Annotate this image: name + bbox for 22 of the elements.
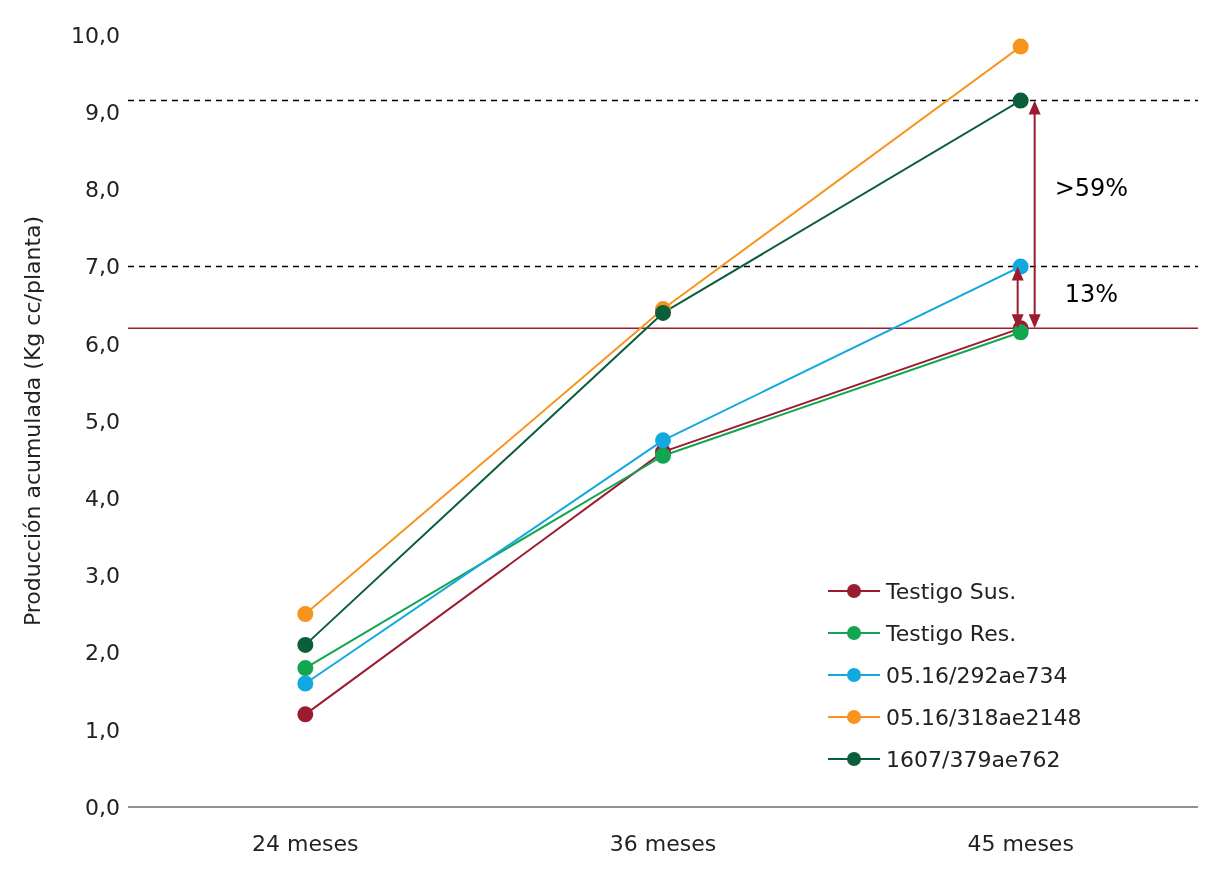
legend-label: 05.16/318ae2148 xyxy=(886,704,1082,730)
y-tick-label: 1,0 xyxy=(85,717,120,743)
y-tick-label: 2,0 xyxy=(85,640,120,666)
y-axis-title: Producción acumulada (Kg cc/planta) xyxy=(19,215,45,627)
annotation: >59% xyxy=(1054,174,1129,203)
y-tick-label: 3,0 xyxy=(85,563,120,589)
legend-label: 1607/379ae762 xyxy=(886,746,1061,772)
y-tick-label: 8,0 xyxy=(85,177,120,203)
y-tick-label: 10,0 xyxy=(71,22,120,48)
x-tick-label: 36 meses xyxy=(609,830,717,856)
annotation: 13% xyxy=(1064,280,1119,309)
x-tick-label: 24 meses xyxy=(252,830,359,856)
y-tick-label: 6,0 xyxy=(85,331,120,357)
y-tick-label: 5,0 xyxy=(85,408,120,434)
y-tick-label: 9,0 xyxy=(85,100,120,126)
legend-label: Testigo Sus. xyxy=(886,578,1017,604)
y-tick-label: 0,0 xyxy=(85,794,120,820)
legend-label: 05.16/292ae734 xyxy=(886,662,1068,688)
x-tick-label: 45 meses xyxy=(967,830,1074,856)
y-tick-label: 4,0 xyxy=(85,486,120,512)
y-tick-label: 7,0 xyxy=(85,254,120,280)
legend-label: Testigo Res. xyxy=(886,620,1017,646)
